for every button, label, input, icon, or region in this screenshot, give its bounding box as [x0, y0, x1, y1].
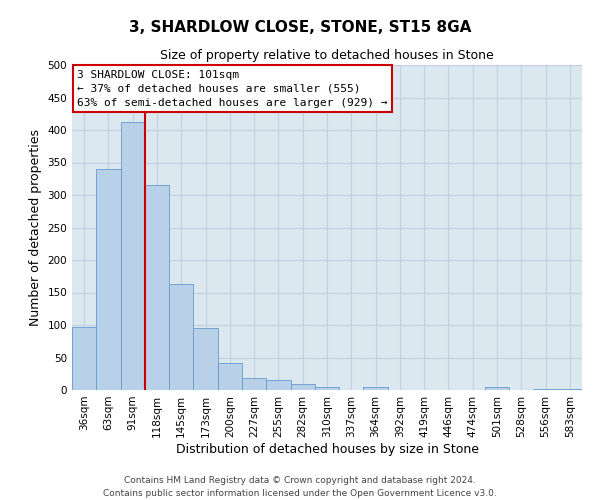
Text: Contains HM Land Registry data © Crown copyright and database right 2024.
Contai: Contains HM Land Registry data © Crown c…	[103, 476, 497, 498]
Bar	[485, 387, 509, 390]
Bar	[266, 380, 290, 390]
Bar	[145, 185, 169, 390]
Title: Size of property relative to detached houses in Stone: Size of property relative to detached ho…	[160, 50, 494, 62]
Bar	[290, 384, 315, 390]
Text: 3, SHARDLOW CLOSE, STONE, ST15 8GA: 3, SHARDLOW CLOSE, STONE, ST15 8GA	[129, 20, 471, 35]
Bar	[193, 328, 218, 390]
X-axis label: Distribution of detached houses by size in Stone: Distribution of detached houses by size …	[176, 442, 479, 456]
Bar	[218, 364, 242, 390]
Bar	[121, 122, 145, 390]
Bar	[364, 387, 388, 390]
Bar	[533, 388, 558, 390]
Bar	[96, 169, 121, 390]
Text: 3 SHARDLOW CLOSE: 101sqm
← 37% of detached houses are smaller (555)
63% of semi-: 3 SHARDLOW CLOSE: 101sqm ← 37% of detach…	[77, 70, 388, 108]
Bar	[169, 284, 193, 390]
Bar	[72, 327, 96, 390]
Bar	[242, 378, 266, 390]
Y-axis label: Number of detached properties: Number of detached properties	[29, 129, 42, 326]
Bar	[315, 387, 339, 390]
Bar	[558, 388, 582, 390]
